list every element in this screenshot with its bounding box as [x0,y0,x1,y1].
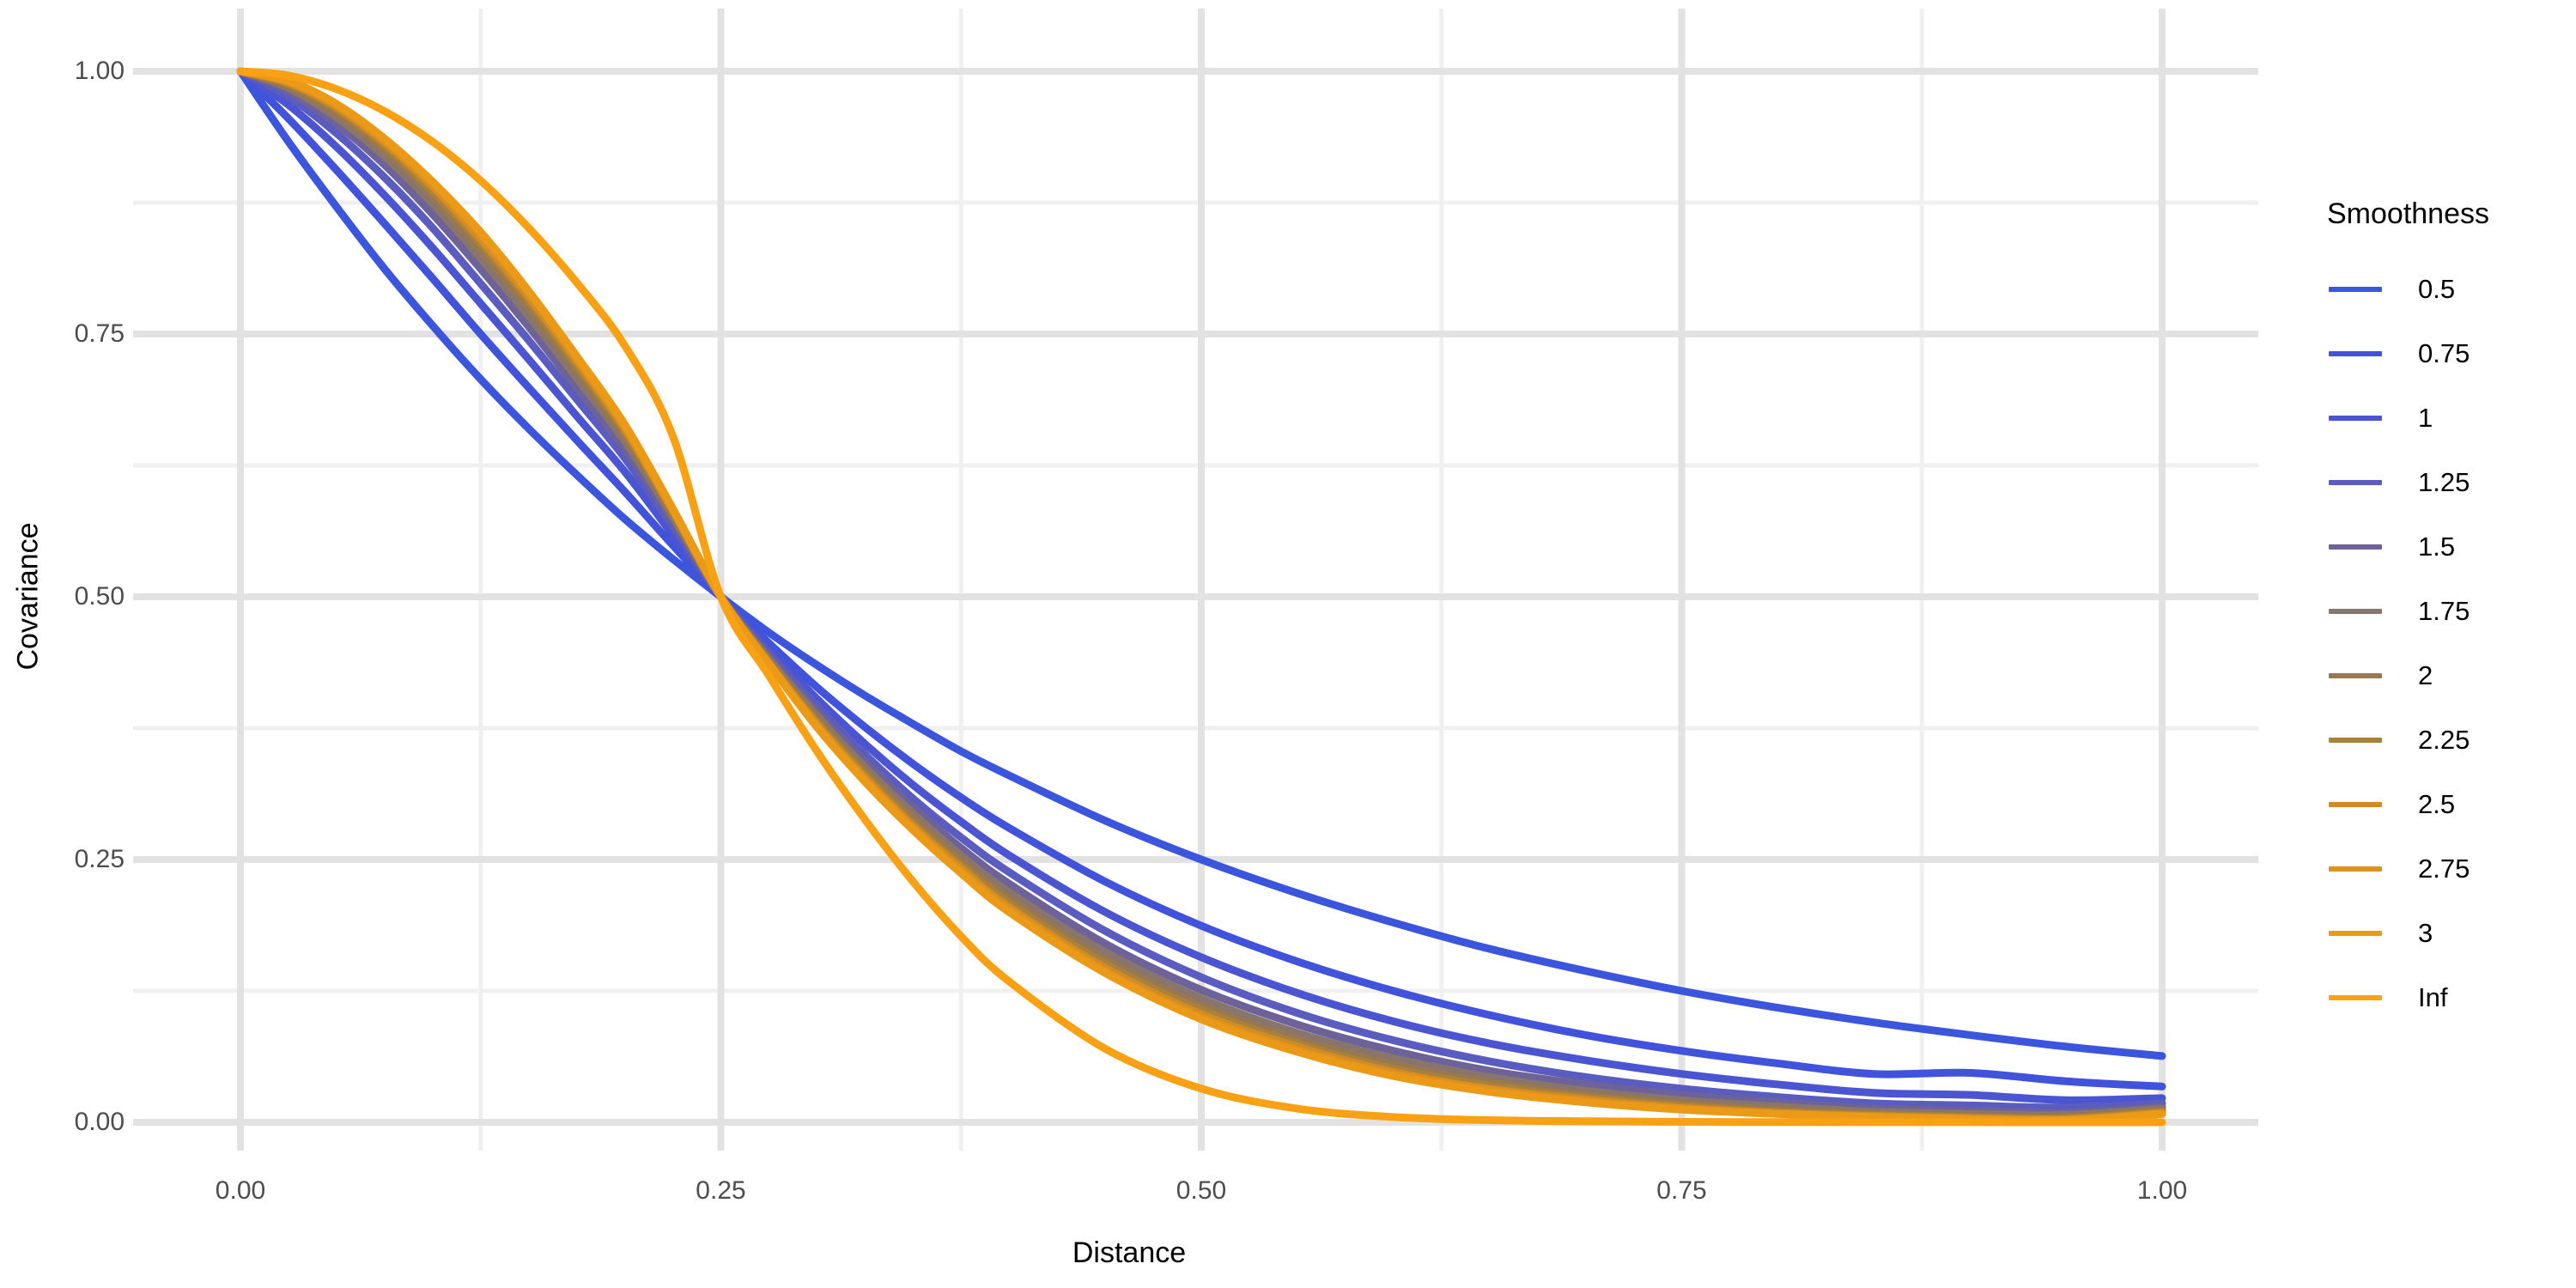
legend-item-label: 1.5 [2418,531,2456,562]
legend-key-line-icon [2329,930,2382,936]
legend-item-label: 3 [2418,917,2433,948]
y-tick-label: 1.00 [74,57,125,85]
series-line-3 [236,67,2166,1125]
legend-title: Smoothness [2327,197,2489,230]
x-tick-label: 1.00 [2136,1176,2188,1205]
series-line-1.5 [236,67,2166,1117]
legend-key-line-icon [2329,350,2382,356]
y-tick-label: 0.50 [74,582,125,611]
legend-item-label: 2.25 [2418,724,2470,755]
legend-key-line-icon [2329,286,2382,292]
legend-item-label: 1 [2418,402,2433,433]
legend-item-1.25[interactable]: 1.25 [2318,450,2576,514]
x-axis-title: Distance [1072,1236,1187,1269]
x-tick-label: 0.50 [1176,1176,1227,1205]
legend-key-line-icon [2329,801,2382,807]
legend-item-label: 2.75 [2418,853,2470,884]
legend-item-1.75[interactable]: 1.75 [2318,579,2576,643]
legend-item-2.5[interactable]: 2.5 [2318,772,2576,836]
minor-gridlines [133,9,2258,1151]
legend-item-2[interactable]: 2 [2318,643,2576,708]
legend-item-0.5[interactable]: 0.5 [2318,257,2576,321]
series-lines [236,67,2166,1127]
legend-items: 0.5 0.75 1 1.25 1.5 1.75 2 2.25 2.5 2.75 3 Inf [2318,257,2576,1030]
legend-key-line-icon [2329,994,2382,1000]
legend-item-3[interactable]: 3 [2318,901,2576,965]
legend-item-1.5[interactable]: 1.5 [2318,514,2576,579]
legend-item-label: 0.75 [2418,337,2470,368]
y-axis-title: Covariance [11,522,45,671]
legend-key-line-icon [2329,672,2382,678]
legend-key-line-icon [2329,737,2382,743]
legend-item-Inf[interactable]: Inf [2318,965,2576,1030]
series-line-0.5 [236,67,2166,1060]
y-tick-label: 0.00 [74,1108,125,1136]
legend-item-1[interactable]: 1 [2318,386,2576,450]
legend-item-0.75[interactable]: 0.75 [2318,321,2576,386]
legend-key-line-icon [2329,866,2382,872]
plot-panel [133,9,2258,1151]
series-line-Inf [236,67,2166,1127]
legend-item-label: Inf [2418,981,2448,1012]
legend-item-label: 2 [2418,659,2433,690]
plot-svg [133,9,2258,1151]
series-line-1 [236,67,2166,1104]
legend-key-line-icon [2329,544,2382,550]
legend-key-line-icon [2329,608,2382,614]
x-tick-label: 0.75 [1656,1176,1707,1205]
series-line-1.25 [236,67,2166,1112]
legend-item-2.25[interactable]: 2.25 [2318,708,2576,772]
series-line-0.75 [236,67,2166,1091]
legend-item-2.75[interactable]: 2.75 [2318,836,2576,901]
legend-key-line-icon [2329,415,2382,421]
legend-item-label: 1.25 [2418,466,2470,497]
x-tick-label: 0.00 [215,1176,266,1205]
legend-item-label: 2.5 [2418,788,2456,819]
legend-item-label: 0.5 [2418,273,2456,304]
x-tick-label: 0.25 [696,1176,746,1205]
legend-item-label: 1.75 [2418,595,2470,626]
y-tick-label: 0.75 [74,319,125,348]
legend-key-line-icon [2329,479,2382,485]
legend: Smoothness 0.5 0.75 1 1.25 1.5 1.75 2 2.25 2.5 2.… [2318,197,2576,1030]
major-gridlines [133,9,2258,1151]
y-tick-label: 0.25 [74,845,125,873]
